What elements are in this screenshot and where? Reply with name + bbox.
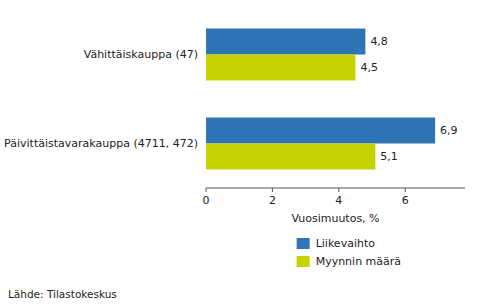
data-labels: 6,9 4,8 5,1 4,5 (360, 35, 457, 163)
legend-swatch (297, 256, 310, 267)
x-axis: 0 2 4 6 (203, 188, 466, 207)
bar (206, 144, 375, 170)
category-label: Päivittäistavarakauppa (4711, 472) (4, 137, 198, 150)
chart: Päivittäistavarakauppa (4711, 472) Vähitt… (0, 0, 493, 304)
axis-label: Vuosimuutos, % (291, 212, 379, 225)
category-label: Vähittäiskauppa (47) (84, 48, 198, 61)
legend-entry: Myynnin määrä (316, 255, 401, 268)
legend-entry: Liikevaihto (316, 237, 376, 250)
data-label: 4,8 (370, 35, 388, 48)
bars (206, 29, 435, 170)
axis-line (206, 188, 465, 189)
bar (206, 55, 355, 81)
bar (206, 118, 435, 144)
data-label: 6,9 (440, 124, 458, 137)
tick-mark (272, 188, 273, 192)
tick-mark (206, 188, 207, 192)
data-label: 4,5 (360, 61, 378, 74)
bar (206, 29, 365, 55)
tick-label: 0 (203, 194, 210, 207)
data-label: 5,1 (380, 150, 398, 163)
annotation: Lähde: Tilastokeskus (8, 288, 117, 300)
legend-swatch (297, 238, 310, 249)
legend: Liikevaihto Myynnin määrä (297, 237, 401, 268)
tick-label: 6 (402, 194, 409, 207)
tick-label: 4 (335, 194, 342, 207)
tick-label: 2 (269, 194, 276, 207)
tick-mark (338, 188, 339, 192)
tick-mark (405, 188, 406, 192)
